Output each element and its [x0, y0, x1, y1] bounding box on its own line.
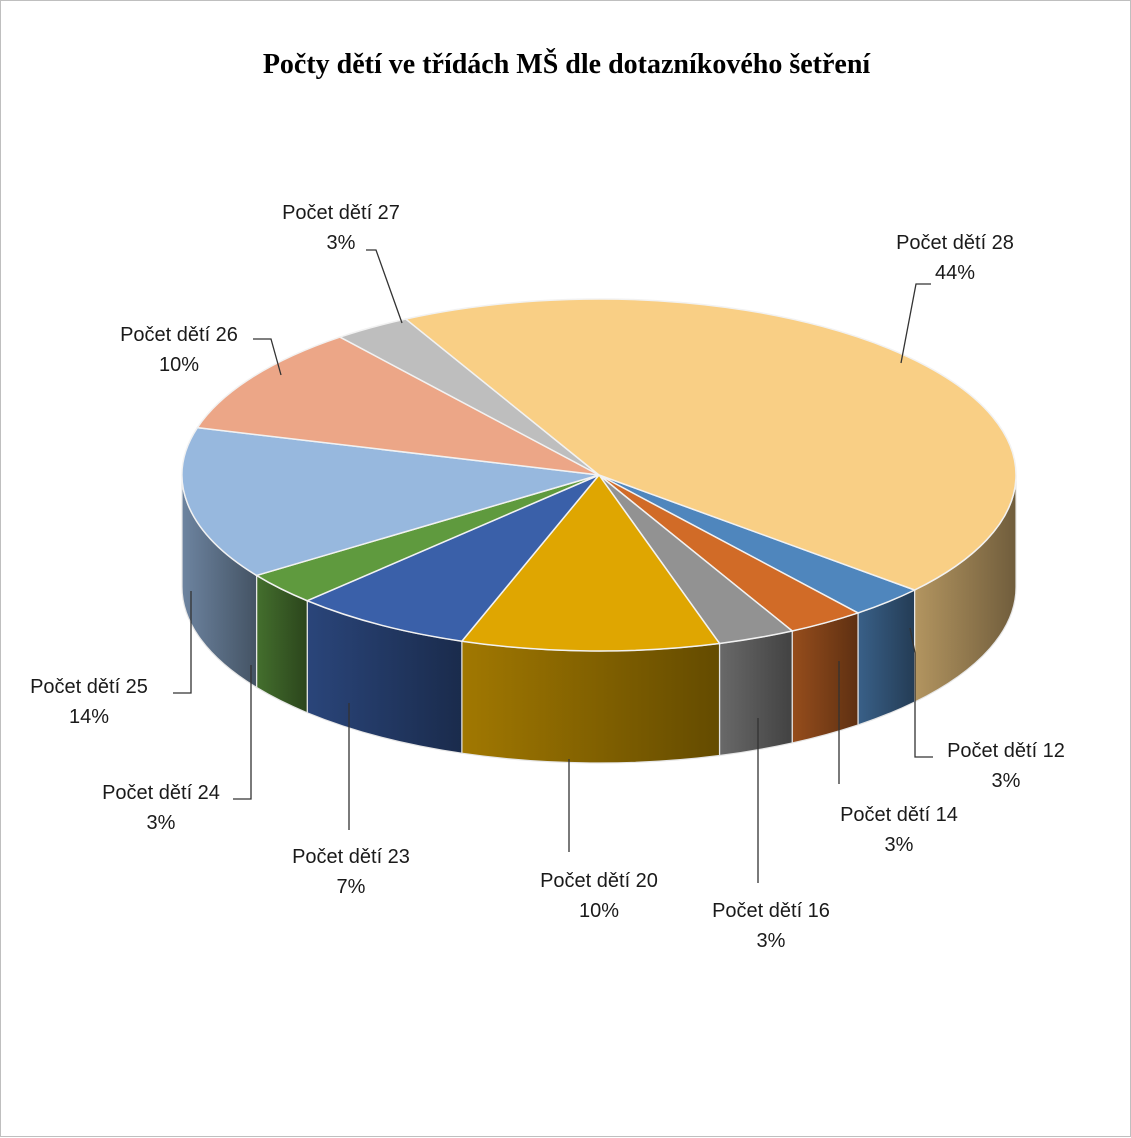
- slice-percent-10: 44%: [935, 262, 975, 284]
- pie-slice-7: [181, 426, 600, 577]
- slice-percent-4: 10%: [579, 900, 619, 922]
- chart-title: Počty dětí ve třídách MŠ dle dotazníkové…: [262, 49, 871, 80]
- slice-percent-3: 3%: [757, 930, 786, 952]
- leader-line-10: [900, 283, 931, 364]
- slice-label-8: Počet dětí 26: [120, 324, 238, 346]
- slice-label-7: Počet dětí 25: [30, 676, 148, 698]
- leader-line-8: [253, 338, 282, 376]
- slice-label-10: Počet dětí 28: [896, 232, 1014, 254]
- pie-top: [181, 298, 1017, 652]
- leader-line-6: [233, 665, 252, 800]
- slice-label-6: Počet dětí 24: [102, 782, 220, 804]
- data-labels: Počet dětí 12 3% Počet dětí 14 3% Počet dětí…: [30, 202, 1065, 952]
- pie-side-3: [718, 630, 793, 757]
- leader-line-7: [173, 591, 192, 694]
- slice-label-4: Počet dětí 20: [540, 870, 658, 892]
- slice-percent-6: 3%: [147, 812, 176, 834]
- slice-percent-1: 3%: [992, 770, 1021, 792]
- slice-label-9: Počet dětí 27: [282, 202, 400, 224]
- slice-percent-7: 14%: [69, 706, 109, 728]
- pie-slice-10: [404, 298, 1017, 591]
- slice-percent-8: 10%: [159, 354, 199, 376]
- slice-percent-2: 3%: [885, 834, 914, 856]
- pie-side-4: [461, 640, 721, 764]
- slice-percent-9: 3%: [327, 232, 356, 254]
- slice-percent-5: 7%: [337, 876, 366, 898]
- pie-slice-8: [196, 336, 600, 476]
- pie-slice-5: [305, 474, 600, 643]
- slice-label-3: Počet dětí 16: [712, 900, 830, 922]
- pie-slice-4: [460, 473, 721, 652]
- slice-label-5: Počet dětí 23: [292, 846, 410, 868]
- pie-side-2: [791, 612, 859, 744]
- leader-line-1: [909, 627, 933, 758]
- leader-line-9: [366, 249, 403, 324]
- slice-label-1: Počet dětí 12: [947, 740, 1065, 762]
- slice-label-2: Počet dětí 14: [840, 804, 958, 826]
